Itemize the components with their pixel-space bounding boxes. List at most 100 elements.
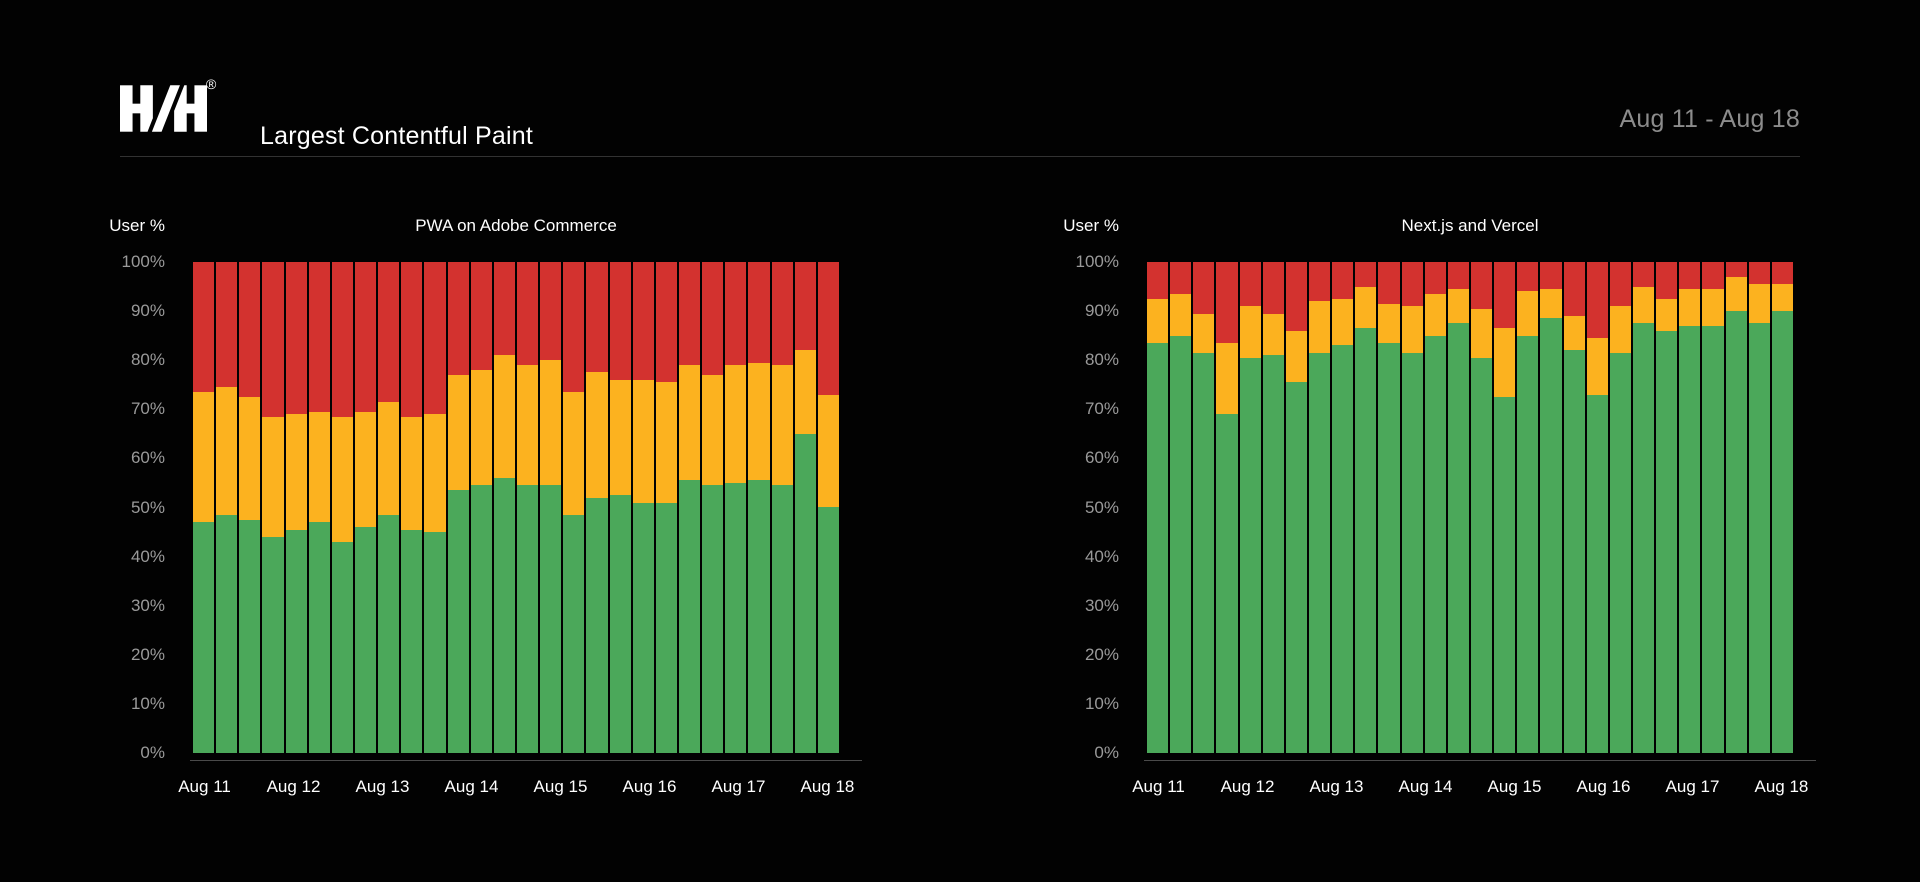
segment-poor [1355,262,1377,287]
stacked-bar [1609,262,1631,753]
x-tick-label: Aug 18 [1754,777,1809,796]
segment-poor [447,262,469,375]
segment-good [378,514,400,753]
y-tick-label: 70% [130,399,165,419]
segment-good [1679,325,1701,753]
segment-poor [1170,262,1192,294]
stacked-bar [748,262,770,753]
date-range: Aug 11 - Aug 18 [1619,105,1800,133]
segment-poor [1401,262,1423,307]
segment-good [239,519,261,753]
x-tick-label: Aug 11 [178,777,231,796]
segment-needs-improvement [1239,306,1261,358]
stacked-bar [1262,262,1284,753]
segment-poor [817,262,839,395]
segment-good [1540,318,1562,753]
stacked-bar [1586,262,1608,753]
segment-needs-improvement [702,374,724,486]
segment-good [725,482,747,753]
segment-good [678,480,701,753]
segment-needs-improvement [748,362,770,481]
stacked-bar [1517,262,1539,753]
stacked-bar [1540,262,1562,753]
segment-good [771,485,793,753]
segment-good [516,485,539,753]
segment-good [262,536,284,753]
x-tick-label: Aug 15 [533,777,588,796]
stacked-bar [1748,262,1770,753]
segment-needs-improvement [285,414,307,530]
header-divider [120,156,1800,157]
segment-good [563,514,585,753]
stacked-bar [1725,262,1747,753]
x-tick-label: Aug 16 [622,777,677,796]
y-tick-label: 90% [1084,301,1119,321]
segment-good [1308,352,1331,753]
segment-needs-improvement [354,411,377,528]
segment-poor [632,262,654,380]
stacked-bar [239,262,261,753]
x-tick-label: Aug 13 [355,777,410,796]
segment-needs-improvement [193,392,215,523]
stacked-bar [308,262,330,753]
stacked-bar [1401,262,1423,753]
stacked-bar [470,262,492,753]
segment-poor [1609,262,1631,307]
segment-good [1332,345,1354,753]
x-tick-label: Aug 17 [1665,777,1720,796]
stacked-bar [1170,262,1192,753]
segment-needs-improvement [262,416,284,537]
stacked-bar [794,262,816,753]
segment-good [193,522,215,753]
y-tick-label: 0% [140,743,165,762]
y-axis-title: User % [1063,216,1119,235]
segment-needs-improvement [632,379,654,503]
segment-needs-improvement [678,365,701,481]
x-tick-label: Aug 15 [1487,777,1542,796]
segment-poor [331,262,353,417]
y-tick-label: 100% [1075,252,1119,271]
segment-good [1771,311,1793,753]
chart-pwa-adobe-commerce: User % PWA on Adobe Commerce 100% 90% 80% 70%… [93,210,873,830]
chart-nextjs-vercel: User % Next.js and Vercel 100% 90% 80% 70% 60%… [1047,210,1827,830]
stacked-bar [702,262,724,753]
y-tick-label: 50% [1084,497,1119,517]
segment-good [331,541,353,753]
x-tick-label: Aug 11 [1132,777,1185,796]
stacked-bar [1216,262,1238,753]
stacked-bar [1771,262,1793,753]
y-tick-label: 70% [1084,399,1119,419]
y-tick-label: 40% [1084,546,1119,566]
segment-needs-improvement [586,372,608,498]
segment-needs-improvement [1285,330,1307,383]
y-tick-label: 10% [1084,693,1119,713]
segment-needs-improvement [1447,289,1469,324]
segment-needs-improvement [308,411,330,523]
stacked-bar [1332,262,1354,753]
stacked-bar [1494,262,1516,753]
segment-needs-improvement [563,392,585,515]
stacked-bar [609,262,631,753]
x-axis-line [1144,760,1816,761]
segment-needs-improvement [1470,308,1493,358]
x-tick-label: Aug 12 [1220,777,1275,796]
segment-good [794,433,816,753]
segment-poor [1193,262,1215,314]
segment-good [308,522,330,753]
x-tick-label: Aug 14 [444,777,499,796]
segment-good [748,480,770,753]
segment-poor [1702,262,1724,289]
segment-good [1725,311,1747,753]
stacked-bar [1378,262,1400,753]
stacked-bar [586,262,608,753]
stacked-bar [1563,262,1585,753]
segment-poor [1262,262,1284,314]
segment-poor [262,262,284,417]
segment-poor [1447,262,1469,289]
segment-needs-improvement [771,365,793,486]
stacked-bar [817,262,839,753]
y-tick-label: 60% [130,448,165,468]
segment-poor [1586,262,1608,339]
stacked-bar [1632,262,1655,753]
chart-title: PWA on Adobe Commerce [415,216,617,235]
